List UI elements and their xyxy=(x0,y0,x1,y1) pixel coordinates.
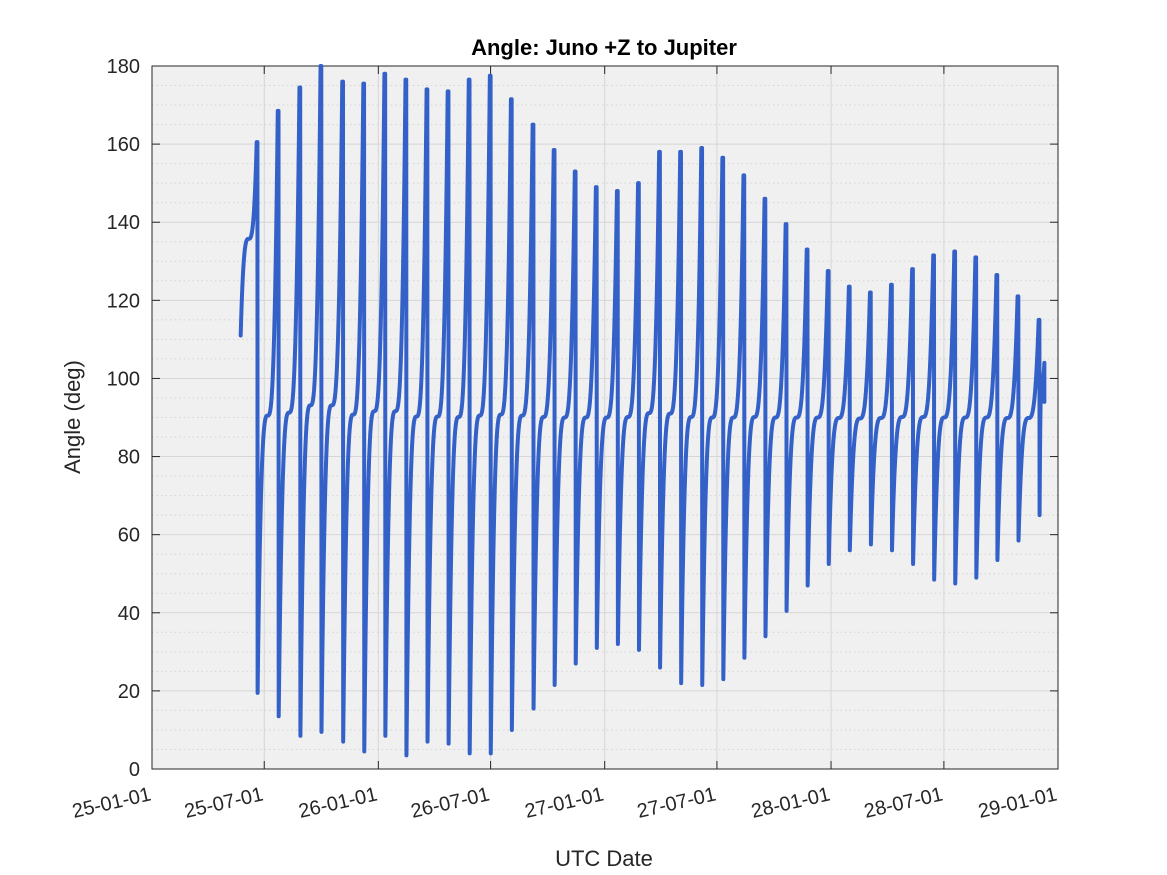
x-tick-label: 27-01-01 xyxy=(523,783,606,822)
y-tick-label: 180 xyxy=(107,56,140,78)
y-tick-label: 120 xyxy=(107,290,140,312)
y-tick-label: 160 xyxy=(107,134,140,156)
y-tick-label: 60 xyxy=(118,525,140,547)
x-tick-label: 29-01-01 xyxy=(976,783,1059,822)
x-tick-label: 28-01-01 xyxy=(749,783,832,822)
y-tick-label: 20 xyxy=(118,681,140,703)
x-tick-label: 27-07-01 xyxy=(635,783,718,822)
x-tick-label: 25-01-01 xyxy=(70,783,153,822)
x-tick-label: 28-07-01 xyxy=(862,783,945,822)
y-tick-label: 80 xyxy=(118,447,140,469)
x-tick-label: 25-07-01 xyxy=(182,783,265,822)
chart-title: Angle: Juno +Z to Jupiter xyxy=(471,35,737,60)
x-tick-labels: 25-01-01 25-07-01 26-01-01 26-07-01 27-01-01… xyxy=(70,783,1059,822)
x-axis-label: UTC Date xyxy=(555,846,653,871)
x-tick-label: 26-01-01 xyxy=(297,783,380,822)
y-tick-label: 100 xyxy=(107,368,140,390)
axis-ticks xyxy=(151,65,1059,770)
y-tick-labels: 0 20 40 60 80 100 120 140 160 180 xyxy=(107,56,140,781)
y-tick-label: 0 xyxy=(129,759,140,781)
x-tick-label: 26-07-01 xyxy=(409,783,492,822)
series-line xyxy=(238,64,1047,758)
y-tick-label: 40 xyxy=(118,603,140,625)
y-tick-label: 140 xyxy=(107,212,140,234)
y-axis-label: Angle (deg) xyxy=(60,360,85,474)
